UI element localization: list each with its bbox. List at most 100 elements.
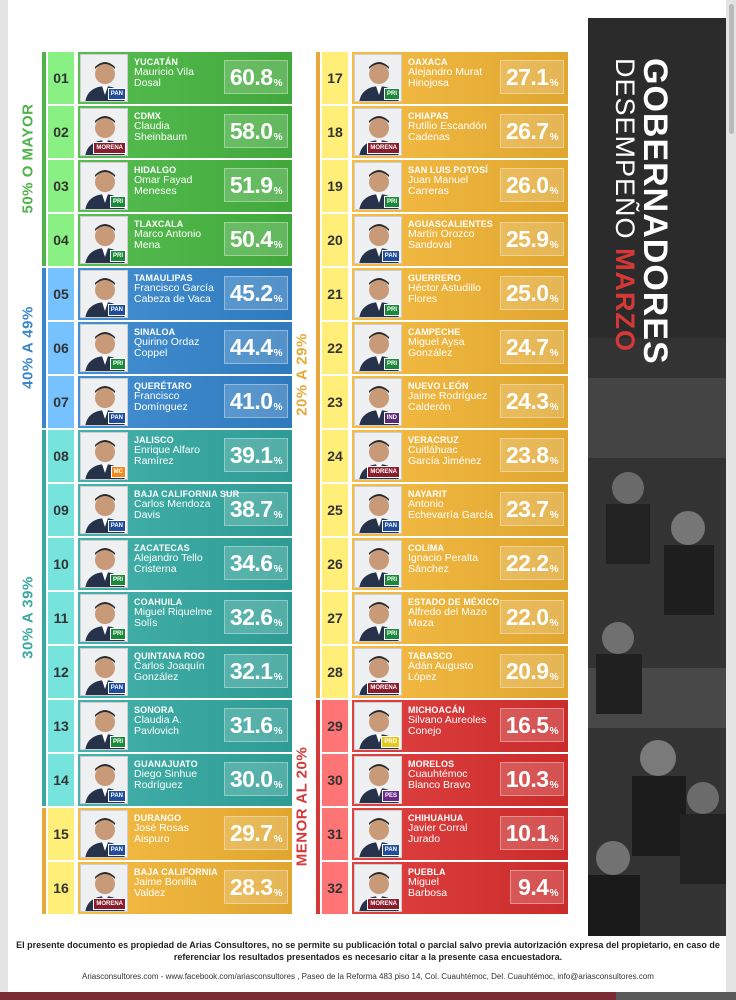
group-label: 20% A 29% [293, 333, 311, 416]
governor-photo: PRI [80, 594, 128, 642]
approval-number: 60.8 [229, 63, 273, 90]
governor-info: GUERRERO Héctor Astudillo Flores [408, 273, 558, 305]
party-logo-icon: MORENA [367, 466, 400, 478]
approval-value: 31.6% [223, 708, 288, 742]
governor-info: ZACATECAS Alejandro Tello Cristerna [134, 543, 284, 575]
party-logo-icon: PRI [383, 304, 400, 316]
percent-unit: % [549, 780, 559, 791]
governor-name: Miguel Aysa González [408, 336, 465, 360]
rank-number: 20 [322, 214, 348, 266]
rank-number: 03 [48, 160, 74, 212]
governor-info: OAXACA Alejandro Murat Hinojosa [408, 57, 558, 89]
approval-value: 29.7% [223, 816, 288, 850]
party-logo-icon: MORENA [93, 142, 126, 154]
approval-value: 30.0% [223, 762, 288, 796]
party-logo-icon: PRI [383, 196, 400, 208]
approval-number: 26.7 [505, 117, 549, 144]
chart-title: GOBERNADORES DESEMPEÑO MARZO [610, 58, 702, 368]
governor-info: QUINTANA ROO Carlos Joaquín González [134, 651, 284, 683]
rank-number: 11 [48, 592, 74, 644]
approval-number: 45.2 [229, 279, 273, 306]
approval-value: 51.9% [223, 168, 288, 202]
approval-value: 39.1% [223, 438, 288, 472]
percent-unit: % [549, 78, 559, 89]
governor-photo: PRD [354, 702, 402, 750]
title-panel: GOBERNADORES DESEMPEÑO MARZO [588, 18, 726, 936]
state-name: NUEVO LEÓN [408, 381, 469, 391]
ranking-row: 07 PAN QUERÉTARO Francisco Domínguez 41.0% [48, 376, 292, 428]
governor-info: CHIHUAHUA Javier Corral Jurado [408, 813, 558, 845]
governor-info: TLAXCALA Marco Antonio Mena [134, 219, 284, 252]
approval-value: 16.5% [499, 708, 564, 742]
title-month: MARZO [610, 248, 640, 353]
governor-info: BAJA CALIFORNIA Jaime Bonilla Valdez [134, 867, 284, 900]
state-name: COAHUILA [134, 597, 183, 607]
party-logo-icon: PAN [107, 412, 126, 424]
party-logo-icon: PAN [107, 520, 126, 532]
rank-number: 19 [322, 160, 348, 212]
governor-info: YUCATÁN Mauricio Vila Dosal [134, 57, 284, 89]
state-name: ZACATECAS [134, 543, 190, 553]
state-name: PUEBLA [408, 867, 446, 877]
governor-info: MICHOACÁN Silvano Aureoles Conejo [408, 705, 558, 737]
percent-unit: % [273, 510, 283, 521]
approval-value: 25.0% [499, 276, 564, 310]
governor-name: Miguel Riquelme Solís [134, 606, 213, 630]
party-logo-icon: MORENA [367, 898, 400, 910]
approval-number: 10.3 [505, 765, 549, 792]
approval-value: 23.7% [499, 492, 564, 526]
party-logo-icon: PRI [109, 628, 126, 640]
approval-value: 24.3% [499, 384, 564, 418]
party-logo-icon: PRI [383, 358, 400, 370]
governor-name: Marco Antonio Mena [134, 228, 202, 252]
percent-unit: % [549, 240, 559, 251]
ranking-row: 28 MORENA TABASCO Adán Augusto López 20.9% [322, 646, 568, 698]
scrollbar-thumb[interactable] [729, 4, 734, 134]
percent-unit: % [273, 240, 283, 251]
rank-number: 05 [48, 268, 74, 320]
approval-number: 9.4 [518, 873, 549, 900]
bottom-strip [0, 992, 736, 1000]
approval-number: 29.7 [229, 819, 273, 846]
governor-name: Francisco García Cabeza de Vaca [134, 282, 214, 306]
rank-number: 32 [322, 862, 348, 914]
group-bracket [42, 52, 46, 266]
party-logo-icon: PRI [109, 574, 126, 586]
approval-number: 26.0 [505, 171, 549, 198]
governor-photo: PAN [354, 486, 402, 534]
governor-photo: PAN [80, 54, 128, 102]
ranking-row: 17 PRI OAXACA Alejandro Murat Hinojosa 27.1% [322, 52, 568, 104]
governor-info: TAMAULIPAS Francisco García Cabeza de Vac… [134, 273, 284, 306]
ranking-row: 18 MORENA CHIAPAS Rutilio Escandón Cadenas 2… [322, 106, 568, 158]
approval-number: 24.7 [505, 333, 549, 360]
ranking-column-left: 01 PAN YUCATÁN Mauricio Vila Dosal 60.8% 02 MO… [48, 52, 292, 914]
ranking-row: 25 PAN NAYARIT Antonio Echevarría García 23.… [322, 484, 568, 536]
governor-info: DURANGO José Rosas Aispuro [134, 813, 284, 845]
governor-name: Carlos Mendoza Davis [134, 498, 211, 522]
rank-number: 23 [322, 376, 348, 428]
governor-photo: PAN [80, 270, 128, 318]
approval-number: 23.8 [505, 441, 549, 468]
governor-photo: PAN [80, 810, 128, 858]
party-logo-icon: MC [110, 466, 126, 478]
governor-name: Jaime Bonilla Valdez [134, 876, 197, 900]
viewer-scrollbar-track[interactable] [726, 0, 736, 1000]
party-logo-icon: PRI [383, 88, 400, 100]
percent-unit: % [273, 564, 283, 575]
group-bracket [42, 268, 46, 428]
governor-name: Claudia Sheinbaum [134, 120, 188, 144]
governor-info: SONORA Claudia A. Pavlovich [134, 705, 284, 737]
percent-unit: % [549, 510, 559, 521]
ranking-row: 01 PAN YUCATÁN Mauricio Vila Dosal 60.8% [48, 52, 292, 104]
approval-number: 25.9 [505, 225, 549, 252]
approval-value: 10.3% [499, 762, 564, 796]
rank-number: 18 [322, 106, 348, 158]
governor-photo: MC [80, 432, 128, 480]
party-logo-icon: IND [383, 412, 400, 424]
governor-name: Cuauhtémoc Blanco Bravo [408, 768, 471, 792]
ranking-row: 31 PAN CHIHUAHUA Javier Corral Jurado 10.1% [322, 808, 568, 860]
governor-photo: PAN [80, 648, 128, 696]
approval-number: 38.7 [229, 495, 273, 522]
ranking-row: 23 IND NUEVO LEÓN Jaime Rodríguez Calderón 2… [322, 376, 568, 428]
